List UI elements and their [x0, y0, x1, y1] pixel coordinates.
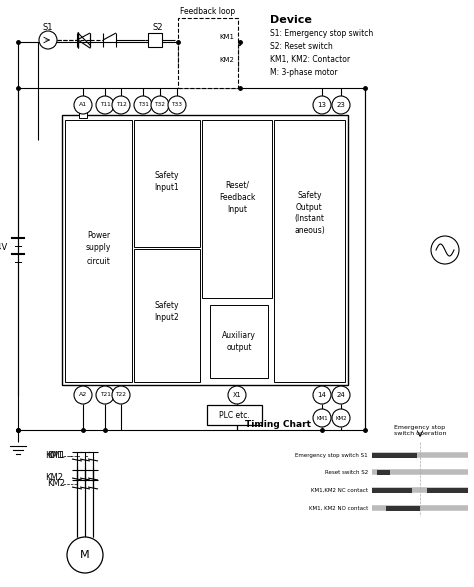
Text: T31: T31 [137, 103, 148, 107]
Text: KM2: KM2 [45, 474, 63, 483]
Text: KM1: KM1 [45, 450, 63, 460]
Text: Input: Input [227, 204, 247, 214]
Text: Safety: Safety [155, 301, 179, 309]
Text: 24: 24 [337, 392, 346, 398]
Text: PLC etc.: PLC etc. [219, 410, 249, 420]
Text: KM1: KM1 [316, 416, 328, 420]
Text: output: output [226, 343, 252, 353]
Circle shape [332, 409, 350, 427]
Text: KM1, KM2 NO contact: KM1, KM2 NO contact [309, 505, 368, 511]
Text: S1: S1 [43, 22, 53, 32]
Text: S1: Emergency stop switch: S1: Emergency stop switch [270, 29, 373, 38]
Bar [134, 120, 200, 247]
Bar [148, 33, 162, 47]
Circle shape [313, 409, 331, 427]
Circle shape [431, 236, 459, 264]
Text: A1: A1 [79, 103, 87, 107]
Text: 24V: 24V [0, 244, 8, 252]
Text: Power: Power [87, 231, 110, 239]
Text: Safety: Safety [297, 191, 322, 200]
Circle shape [332, 386, 350, 404]
Text: 14: 14 [318, 392, 327, 398]
Text: KM1,KM2 NC contact: KM1,KM2 NC contact [311, 487, 368, 492]
Text: T32: T32 [155, 103, 165, 107]
Bar [202, 120, 272, 298]
Bar [372, 487, 412, 492]
Text: Emergency stop switch S1: Emergency stop switch S1 [295, 453, 368, 457]
Bar [65, 120, 132, 382]
Circle shape [151, 96, 169, 114]
Bar [386, 505, 420, 511]
Text: T11: T11 [100, 103, 110, 107]
Circle shape [112, 96, 130, 114]
Text: Reset/: Reset/ [225, 180, 249, 190]
Bar [427, 487, 468, 492]
Circle shape [74, 96, 92, 114]
Bar [207, 405, 262, 425]
Bar [372, 453, 417, 457]
Circle shape [228, 386, 246, 404]
Circle shape [313, 386, 331, 404]
Text: Timing Chart: Timing Chart [245, 420, 311, 429]
Text: Device: Device [270, 15, 312, 25]
Text: Feedback loop: Feedback loop [181, 8, 236, 16]
Circle shape [67, 537, 103, 573]
Text: T33: T33 [172, 103, 182, 107]
Text: Reset switch S2: Reset switch S2 [325, 470, 368, 474]
Circle shape [96, 386, 114, 404]
Bar [274, 120, 345, 382]
Text: 23: 23 [337, 102, 346, 108]
Text: S2: S2 [153, 22, 163, 32]
Text: Input2: Input2 [155, 313, 179, 322]
Text: KM1, KM2: Contactor: KM1, KM2: Contactor [270, 55, 350, 64]
Text: T21: T21 [100, 393, 110, 397]
Text: KM2: KM2 [219, 57, 234, 63]
Text: M: 3-phase motor: M: 3-phase motor [270, 68, 337, 77]
Text: T12: T12 [116, 103, 127, 107]
Circle shape [168, 96, 186, 114]
Circle shape [96, 96, 114, 114]
Bar [210, 305, 268, 378]
Text: KM2: KM2 [47, 480, 65, 488]
Text: Feedback: Feedback [219, 193, 255, 201]
Text: supply: supply [86, 244, 111, 252]
Text: Auxiliary: Auxiliary [222, 330, 256, 339]
Text: KM2: KM2 [335, 416, 347, 420]
Text: S2: Reset switch: S2: Reset switch [270, 42, 333, 51]
Circle shape [332, 96, 350, 114]
Circle shape [74, 386, 92, 404]
Text: X1: X1 [233, 392, 241, 398]
Circle shape [134, 96, 152, 114]
Text: (Instant: (Instant [294, 214, 325, 224]
Text: KM1: KM1 [219, 34, 234, 40]
Circle shape [112, 386, 130, 404]
Text: aneous): aneous) [294, 227, 325, 235]
Text: M: M [80, 550, 90, 560]
Text: Safety: Safety [155, 170, 179, 180]
Text: 13: 13 [318, 102, 327, 108]
Circle shape [313, 96, 331, 114]
Bar [178, 18, 238, 88]
Circle shape [39, 31, 57, 49]
Bar [377, 470, 390, 474]
Text: Output: Output [296, 203, 323, 211]
Text: circuit: circuit [87, 257, 110, 265]
Bar [62, 115, 348, 385]
Bar [134, 249, 200, 382]
Text: Emergency stop
switch operation: Emergency stop switch operation [394, 425, 446, 436]
Bar [79, 110, 87, 118]
Text: A2: A2 [79, 393, 87, 397]
Text: T22: T22 [116, 393, 127, 397]
Text: KM1: KM1 [47, 451, 65, 460]
Text: Input1: Input1 [155, 184, 179, 193]
